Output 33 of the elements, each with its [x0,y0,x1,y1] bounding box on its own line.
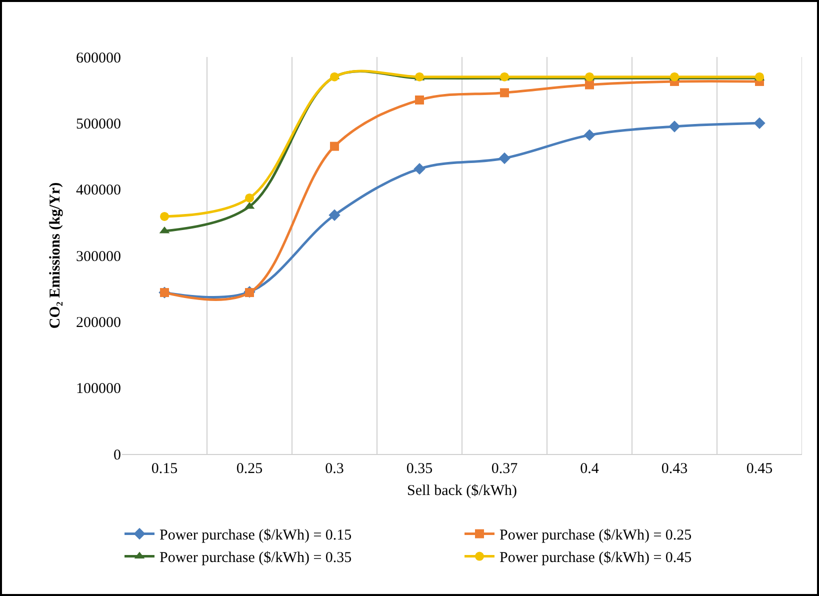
y-tick-label: 500000 [76,116,121,132]
point [584,129,596,141]
y-tick-label: 0 [114,447,121,464]
point [414,162,426,175]
y-axis-title: CO₂ Emissions (kg/Yr) [47,182,64,329]
point [330,142,339,151]
point [668,120,680,132]
y-tick-label: 600000 [76,50,121,66]
point [498,152,510,164]
point [160,212,169,221]
point [500,88,509,98]
x-tick-label: 0.15 [151,461,178,477]
point [245,193,254,202]
legend-label: Power purchase ($/kWh) = 0.45 [500,550,692,566]
x-tick-label: 0.37 [491,461,518,477]
x-tick-label: 0.43 [661,461,688,477]
x-tick-label: 0.25 [236,461,263,477]
point [585,80,594,90]
y-tick-label: 200000 [76,314,121,331]
x-tick-label: 0.3 [325,461,344,477]
x-tick-label: 0.35 [406,461,433,477]
y-tick-label: 100000 [76,381,121,398]
x-tick-label: 0.45 [746,461,773,477]
point [754,117,766,130]
y-tick-label: 400000 [76,182,121,199]
point [415,96,424,105]
legend-label: Power purchase ($/kWh) = 0.15 [160,528,352,544]
x-axis-title: Sell back ($/kWh) [407,483,517,499]
y-tick-label: 300000 [76,248,121,265]
x-tick-label: 0.4 [580,461,600,477]
point [328,209,340,221]
legend-label: Power purchase ($/kWh) = 0.35 [160,550,352,566]
legend-label: Power purchase ($/kWh) = 0.25 [500,528,692,544]
